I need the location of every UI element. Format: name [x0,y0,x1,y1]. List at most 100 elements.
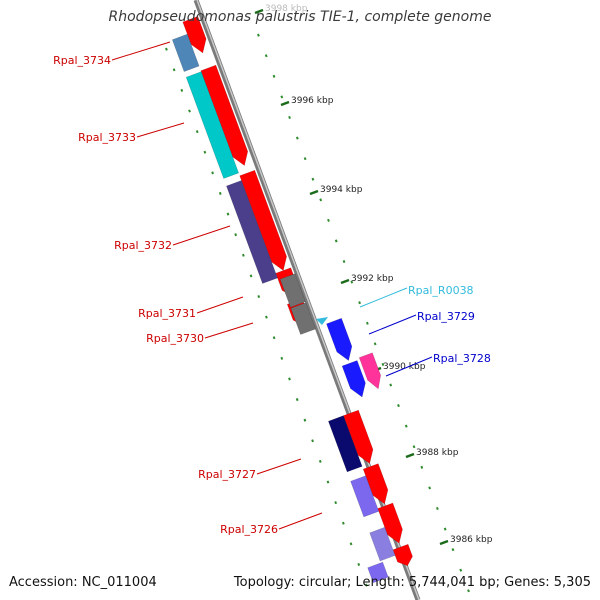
cds-arrow [200,64,249,166]
gene-feature [279,273,306,308]
axis-dot [443,527,447,531]
gene-label: Rpal_3731 [138,307,196,320]
gene-leader-line [256,458,302,475]
axis-dot [241,253,245,257]
axis-dot [318,459,322,463]
axis-dot [180,88,184,92]
axis-dot [397,404,400,408]
scale-label: 3994 kbp [320,185,363,195]
axis-dot [319,198,323,202]
gene-leader-line [359,287,408,308]
gene-label: Rpal_3733 [78,131,136,144]
scale-tick [254,8,264,15]
axis-dot [188,109,191,113]
axis-dot [195,130,199,134]
axis-dot [295,398,299,402]
axis-dot [349,542,353,546]
axis-dot [265,315,268,319]
axis-dot [234,233,238,237]
gene-feature [367,561,389,584]
gene-label: Rpal_3729 [417,310,475,323]
cds-arrow [239,169,287,272]
scale-label: 3990 kbp [383,362,426,372]
axis-dot [264,54,268,58]
gene-leader-line [278,512,323,530]
axis-dot [280,95,284,99]
axis-dot [257,33,260,37]
axis-dot [358,301,361,305]
axis-dot [303,418,307,422]
axis-dot [257,294,261,299]
axis-dot [311,439,314,443]
scale-label: 3988 kbp [416,448,459,458]
gene-feature [328,415,363,473]
cds-arrow [362,463,389,505]
axis-dot [211,171,214,175]
axis-dot [389,383,393,387]
axis-dot [288,115,291,120]
scale-tick [280,100,290,107]
gene-leader-line [196,296,244,314]
gene-leader-line [136,122,185,138]
axis-dot [365,321,369,325]
trna-marker [316,317,328,325]
gene-label: Rpal_3726 [220,523,278,536]
gene-feature [171,33,200,72]
axis-dot [295,136,299,140]
gene-feature [226,180,278,284]
scale-tick [405,452,415,459]
axis-dot [357,562,361,566]
cds-arrow [377,502,403,544]
axis-dot [365,583,368,587]
gene-label: Rpal_3728 [433,352,491,365]
axis-dot [303,157,307,161]
cds-arrow [392,543,413,567]
gene-label: Rpal_3732 [114,239,172,252]
axis-dot [272,74,276,78]
axis-dot [404,424,408,428]
axis-dot [436,506,439,510]
axis-dot [272,336,276,340]
axis-dot [327,218,330,222]
scale-label: 3986 kbp [450,535,493,545]
inner-dotted-axis [165,47,368,587]
axis-dot [226,212,230,216]
accession-text: Accession: NC_011004 [9,575,157,590]
gene-feature [341,360,366,398]
gene-label: Rpal_3727 [198,468,256,481]
axis-dot [334,239,338,243]
gene-feature [350,475,380,518]
axis-dot [350,280,354,284]
axis-dot [341,521,345,525]
axis-dot [459,568,463,572]
axis-dot [311,177,315,181]
scale-label: 3996 kbp [291,96,334,106]
axis-dot [342,260,346,264]
cds-arrow [182,16,207,54]
axis-dot [334,501,338,505]
gene-leader-line [385,356,433,377]
axis-dot [288,377,291,381]
gene-leader-line [172,225,231,246]
axis-dot [412,445,416,449]
axis-dot [249,274,253,278]
scale-label: 3998 kbp [265,4,308,14]
axis-dot [420,465,424,469]
scale-label: 3992 kbp [351,274,394,284]
gene-label: Rpal_3734 [53,54,111,67]
genome-summary-text: Topology: circular; Length: 5,744,041 bp… [233,575,591,590]
axis-dot [467,589,470,593]
gene-feature [290,302,316,335]
gene-leader-line [368,314,417,335]
map-title: Rhodopseudomonas palustris TIE-1, comple… [108,9,492,25]
gene-feature [369,526,396,562]
axis-dot [451,548,455,552]
gene-leader-line [204,322,254,339]
gene-label: Rpal_3730 [146,332,204,345]
axis-dot [280,356,284,360]
axis-dot [172,68,176,72]
gene-feature [326,317,353,361]
axis-dot [165,47,168,51]
axis-dot [381,362,385,366]
